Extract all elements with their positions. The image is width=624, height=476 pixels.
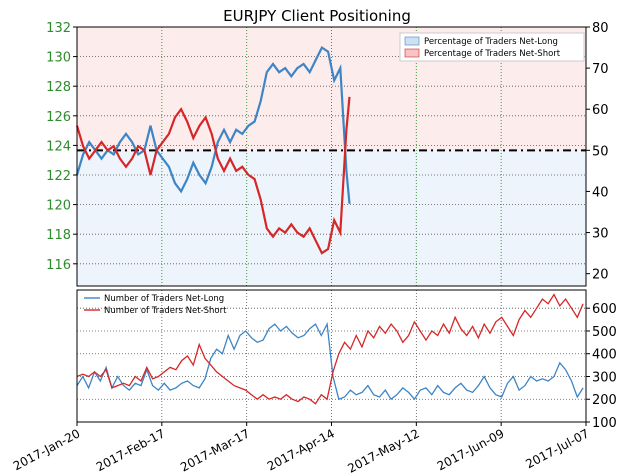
bot-series-line-1: [76, 293, 584, 405]
right-tick-label: 40: [592, 185, 609, 200]
x-tick-label: 2017-Feb-17: [94, 426, 167, 474]
bot-right-tick-label: 200: [592, 393, 617, 408]
top-legend-label-0: Percentage of Traders Net-Long: [424, 37, 558, 47]
top-legend-box: [399, 32, 585, 62]
bot-right-tick-label: 300: [592, 370, 617, 385]
right-tick-label: 70: [592, 62, 609, 77]
bot-legend-label-0: Number of Traders Net-Long: [104, 294, 224, 304]
left-tick-label: 120: [46, 199, 71, 214]
bot-right-tick-label: 100: [592, 416, 617, 431]
left-tick-label: 118: [46, 228, 71, 243]
right-tick-label: 60: [592, 103, 609, 118]
top-plot-frame: [76, 26, 587, 287]
bot-right-tick-label: 500: [592, 325, 617, 340]
left-tick-label: 122: [46, 169, 71, 184]
x-tick-label: 2017-Mar-17: [178, 426, 252, 474]
left-tick-label: 128: [46, 80, 71, 95]
right-tick-label: 30: [592, 227, 609, 242]
x-tick-label: 2017-Jan-20: [11, 426, 83, 473]
x-tick-label: 2017-Jul-07: [523, 426, 591, 471]
x-tick-label: 2017-Apr-14: [265, 426, 337, 473]
right-tick-label: 50: [592, 144, 609, 159]
long-region: [77, 150, 586, 286]
bot-right-tick-label: 400: [592, 348, 617, 363]
right-tick-label: 80: [592, 21, 609, 36]
top-legend-swatch-1: [404, 48, 420, 58]
bot-series-line-0: [76, 321, 584, 401]
bot-legend-label-1: Number of Traders Net-Short: [104, 306, 227, 316]
top-series-line-1: [75, 96, 351, 255]
left-tick-label: 124: [46, 139, 71, 154]
left-tick-label: 126: [46, 110, 71, 125]
left-tick-label: 116: [46, 258, 71, 273]
top-series-line-0: [75, 45, 351, 204]
x-tick-label: 2017-Jun-09: [435, 426, 507, 473]
x-tick-label: 2017-May-12: [345, 426, 421, 475]
top-legend-label-1: Percentage of Traders Net-Short: [424, 49, 561, 59]
bot-right-tick-label: 600: [592, 302, 617, 317]
left-tick-label: 132: [46, 21, 71, 36]
top-legend-swatch-0: [404, 36, 420, 46]
chart-title: EURJPY Client Positioning: [223, 7, 411, 25]
right-tick-label: 20: [592, 268, 609, 283]
left-tick-label: 130: [46, 51, 71, 66]
